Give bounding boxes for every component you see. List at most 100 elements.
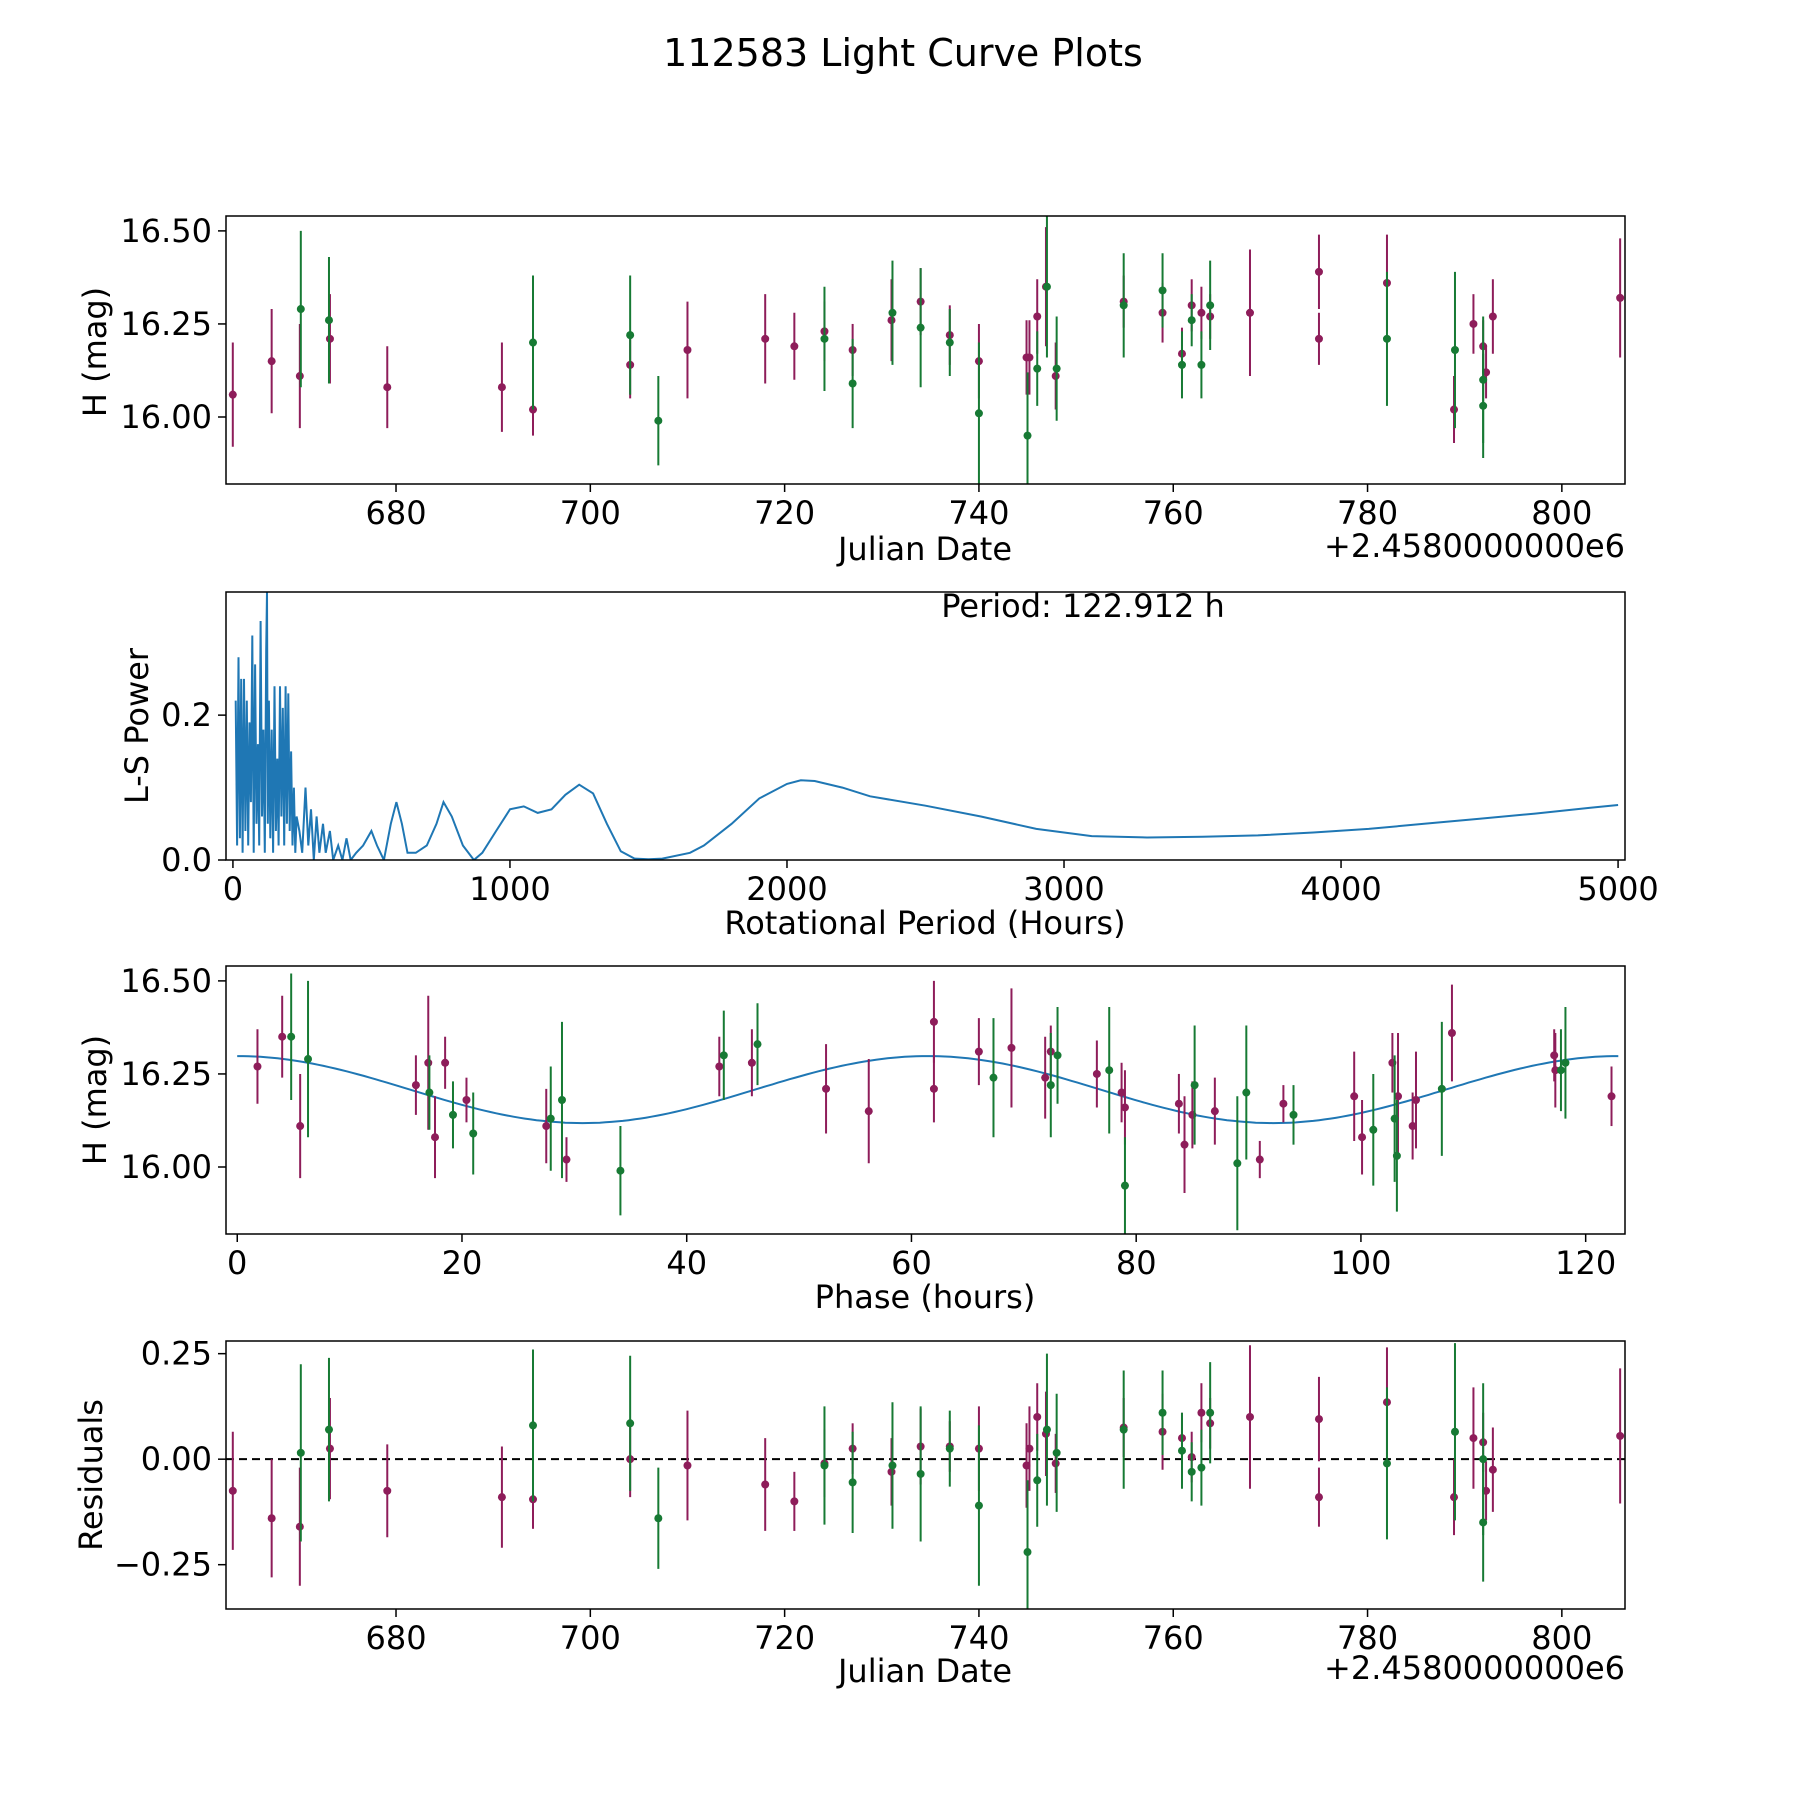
phased-point-green <box>1053 1051 1062 1060</box>
phased-plot-area: 0 20 40 60 80 100 120 16.00 16.25 16.50 <box>120 962 1626 1282</box>
lightcurve-point-green <box>1382 334 1391 343</box>
phased-point-green <box>719 1051 728 1060</box>
phased-data-layer <box>237 973 1619 1234</box>
phased-point-purple <box>441 1058 450 1067</box>
residuals-ytick-label: −0.25 <box>114 1546 212 1584</box>
lightcurve-xtick-label: 720 <box>754 494 815 532</box>
residuals-point-purple <box>497 1493 506 1502</box>
residuals-point-purple <box>1033 1412 1042 1421</box>
residuals-point-green <box>529 1421 538 1430</box>
residuals-point-green <box>1187 1467 1196 1476</box>
phased-point-purple <box>864 1107 873 1116</box>
phased-point-green <box>304 1055 313 1064</box>
lightcurve-point-purple <box>1314 267 1323 276</box>
phased-point-green <box>1190 1081 1199 1090</box>
residuals-xlabel: Julian Date <box>836 1652 1012 1690</box>
residuals-point-purple <box>1488 1465 1497 1474</box>
phased-point-green <box>1046 1081 1055 1090</box>
phased-point-purple <box>1411 1096 1420 1104</box>
lightcurve-point-purple <box>1033 312 1042 321</box>
residuals-point-green <box>1177 1446 1186 1455</box>
phased-point-green <box>1437 1084 1446 1093</box>
lightcurve-point-green <box>1052 364 1061 373</box>
phased-xlabel: Phase (hours) <box>815 1278 1036 1316</box>
lightcurve-ytick-label: 16.00 <box>120 398 212 436</box>
lightcurve-point-purple <box>1488 312 1497 321</box>
phased-point-green <box>989 1073 998 1082</box>
lightcurve-point-green <box>1206 301 1215 310</box>
residuals-point-green <box>1023 1548 1032 1557</box>
phased-xtick-label: 80 <box>1116 1244 1157 1282</box>
residuals-xtick-label: 760 <box>1143 1619 1204 1657</box>
residuals-point-green <box>1197 1463 1206 1472</box>
residuals-point-green <box>1479 1518 1488 1527</box>
lightcurve-ylabel: H (mag) <box>76 287 114 417</box>
phased-point-green <box>1105 1066 1114 1075</box>
phased-point-purple <box>822 1084 831 1093</box>
residuals-point-purple <box>1616 1431 1625 1440</box>
phased-point-purple <box>1210 1107 1219 1116</box>
phased-point-purple <box>1007 1043 1016 1052</box>
residuals-point-green <box>1479 1455 1488 1464</box>
residuals-point-purple <box>228 1486 237 1495</box>
residuals-point-purple <box>1469 1434 1478 1443</box>
residuals-point-green <box>916 1469 925 1478</box>
residuals-ytick-label: 0.00 <box>141 1440 212 1478</box>
lightcurve-point-green <box>296 305 305 314</box>
residuals-axes-frame <box>225 1340 1626 1610</box>
lightcurve-point-green <box>1119 301 1128 310</box>
figure-title: 112583 Light Curve Plots <box>663 31 1143 75</box>
residuals-xtick-label: 680 <box>365 1619 426 1657</box>
residuals-panel: 680 700 720 740 760 780 800 −0.25 0.00 0.25 Julia… <box>72 1335 1626 1690</box>
periodogram-ylabel: L-S Power <box>118 647 156 804</box>
phased-point-purple <box>562 1155 571 1164</box>
periodogram-xtick-label: 0 <box>223 870 243 908</box>
lightcurve-plot-area: 680 700 720 740 760 780 800 16.00 16.25 16.50 <box>120 212 1626 532</box>
residuals-point-purple <box>1197 1408 1206 1417</box>
periodogram-data-layer <box>234 592 1619 860</box>
lightcurve-panel: 680 700 720 740 760 780 800 16.00 16.25 16.50 Jul… <box>76 212 1626 568</box>
phased-point-green <box>1242 1088 1251 1097</box>
residuals-point-green <box>1033 1476 1042 1485</box>
lightcurve-xlabel: Julian Date <box>836 530 1012 568</box>
phased-point-green <box>448 1110 457 1119</box>
periodogram-plot-area: 0 1000 2000 3000 4000 5000 0.0 0.2 <box>161 591 1659 908</box>
periodogram-xtick-label: 1000 <box>469 870 550 908</box>
phased-point-purple <box>462 1096 471 1104</box>
residuals-data-layer <box>226 1343 1625 1609</box>
residuals-point-green <box>1450 1427 1459 1436</box>
lightcurve-point-green <box>1197 360 1206 369</box>
residuals-point-green <box>820 1461 829 1470</box>
phased-point-purple <box>747 1058 756 1067</box>
lightcurve-point-purple <box>228 390 237 399</box>
phased-point-purple <box>542 1122 551 1131</box>
phased-point-purple <box>1394 1092 1403 1101</box>
periodogram-ytick-label: 0.0 <box>161 841 212 879</box>
lightcurve-point-green <box>848 379 857 388</box>
phased-ylabel: H (mag) <box>76 1035 114 1165</box>
phased-point-green <box>1289 1110 1298 1119</box>
phased-point-purple <box>1607 1092 1616 1101</box>
phased-point-purple <box>424 1058 433 1067</box>
phased-point-purple <box>1350 1092 1359 1101</box>
lightcurve-xtick-label: 800 <box>1531 494 1592 532</box>
lightcurve-point-green <box>626 331 635 340</box>
residuals-ylabel: Residuals <box>72 1399 110 1551</box>
phased-point-purple <box>253 1062 262 1071</box>
lightcurve-point-green <box>1023 431 1032 440</box>
phased-point-green <box>546 1114 555 1123</box>
periodogram-axes-frame <box>225 591 1626 861</box>
lightcurve-point-purple <box>761 334 770 343</box>
lightcurve-xtick-label: 760 <box>1143 494 1204 532</box>
periodogram-annotation: Period: 122.912 h <box>941 587 1225 625</box>
lightcurve-offset-label: +2.4580000000e6 <box>1324 527 1625 565</box>
residuals-point-green <box>324 1425 333 1434</box>
lightcurve-axes-frame <box>225 215 1626 485</box>
phased-point-purple <box>411 1081 420 1090</box>
residuals-point-green <box>848 1478 857 1487</box>
residuals-point-green <box>1119 1425 1128 1434</box>
lightcurve-xtick-label: 780 <box>1337 494 1398 532</box>
phased-point-green <box>616 1166 625 1175</box>
residuals-point-purple <box>683 1461 692 1470</box>
